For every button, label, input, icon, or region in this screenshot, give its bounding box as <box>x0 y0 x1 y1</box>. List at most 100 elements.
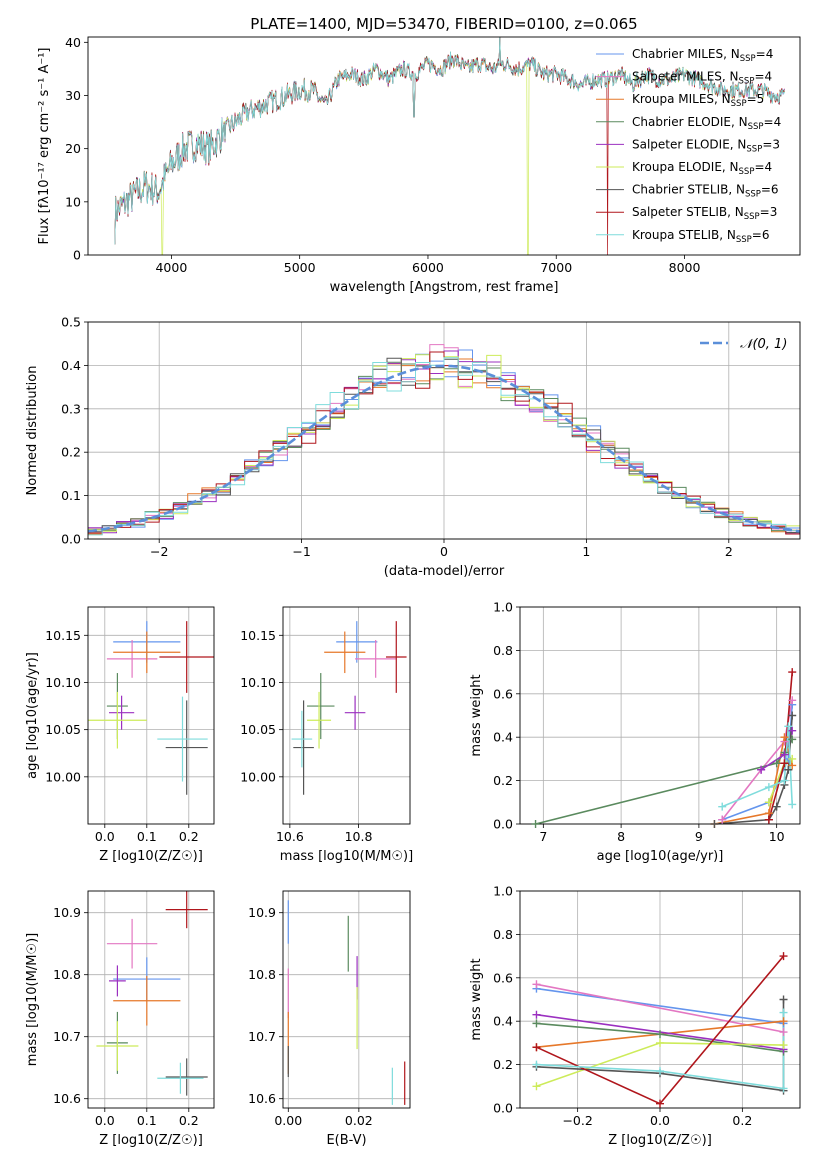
y-tick-label: 0.1 <box>61 488 81 503</box>
y-tick-label: 10 <box>65 194 81 209</box>
x-tick-label: 2 <box>725 544 733 559</box>
y-tick-label: 0.2 <box>61 445 81 460</box>
legend-subscript: SSP <box>739 167 755 177</box>
mass-weight-marker <box>788 735 797 744</box>
y-tick-label: 0.0 <box>61 532 81 547</box>
legend-subscript: SSP <box>748 122 764 132</box>
y-axis-label: mass [log10(M/M☉)] <box>25 933 40 1066</box>
legend-entry: Salpeter STELIB, NSSP=3 <box>632 205 777 222</box>
mass-weight-marker <box>532 1019 541 1028</box>
x-tick-label: 0.2 <box>179 1113 199 1128</box>
legend-entry: Kroupa ELODIE, NSSP=4 <box>632 160 772 177</box>
x-tick-label: −0.2 <box>562 1113 592 1128</box>
axes-frame <box>519 606 801 825</box>
plot-area <box>88 344 800 536</box>
legend-count: =6 <box>752 228 770 242</box>
mass-weight-marker <box>531 820 540 828</box>
legend-entry: Salpeter MILES, NSSP=4 <box>632 70 772 87</box>
y-tick-label: 10.10 <box>45 675 81 690</box>
y-tick-label: 1.0 <box>493 600 513 615</box>
y-tick-label: 0.0 <box>493 817 513 832</box>
y-tick-label: 10.00 <box>45 769 81 784</box>
mass-weight-marker <box>788 754 797 763</box>
mass-weight-marker <box>784 722 793 731</box>
mass-weight-marker <box>788 668 797 677</box>
legend-count: =5 <box>747 92 765 106</box>
mass-weight-marker <box>656 1038 664 1047</box>
x-tick-label: 0.1 <box>137 1113 157 1128</box>
age-vs-metallicity-panel: 0.0 0.1 0.2 10.00 10.05 10.10 10.15 Z [log10(Z/… <box>25 606 215 864</box>
x-tick-label: 5000 <box>284 260 316 275</box>
x-tick-label: 7 <box>539 829 547 844</box>
mass-weight-marker <box>779 1041 788 1050</box>
normal-reference-curve <box>88 364 800 533</box>
x-tick-label: 0.02 <box>345 1113 373 1128</box>
mass-weight-series <box>535 738 793 824</box>
legend-count: =3 <box>762 137 780 151</box>
x-tick-label: 8 <box>617 829 625 844</box>
x-tick-label: 9 <box>695 829 703 844</box>
x-tick-label: 0.0 <box>95 829 115 844</box>
y-tick-label: 0 <box>73 248 81 263</box>
mass-weight-marker <box>710 820 719 828</box>
y-axis-label: mass weight <box>469 958 484 1040</box>
y-tick-label: 0.0 <box>493 1101 513 1116</box>
mass-weight-marker <box>718 815 727 824</box>
y-tick-label: 10.05 <box>45 722 81 737</box>
mass-weight-marker <box>784 765 793 774</box>
mass-weight-marker <box>779 1017 788 1026</box>
x-axis-label: wavelength [Angstrom, rest frame] <box>330 280 559 295</box>
mass-weight-marker <box>779 1008 788 1017</box>
x-tick-label: 1 <box>582 544 590 559</box>
legend-subscript: SSP <box>740 54 756 64</box>
y-tick-label: 10.9 <box>248 905 276 920</box>
legend-subscript: SSP <box>746 144 762 154</box>
x-tick-label: 0.0 <box>95 1113 115 1128</box>
y-tick-label: 0.2 <box>493 773 513 788</box>
x-tick-label: 6000 <box>412 260 444 275</box>
y-tick-label: 10.7 <box>53 1029 81 1044</box>
legend-subscript: SSP <box>731 99 747 109</box>
mass-weight-marker <box>780 759 789 768</box>
legend-subscript: SSP <box>739 77 755 87</box>
plot-area <box>287 900 406 1105</box>
axes-frame <box>87 606 215 825</box>
plot-area <box>96 891 208 1096</box>
mass-weight-series <box>536 987 784 1025</box>
y-tick-label: 10.8 <box>248 967 276 982</box>
mass-weight-marker <box>788 711 797 720</box>
mass-weight-series <box>536 983 784 1033</box>
x-axis-label: Z [log10(Z/Z☉)] <box>99 849 203 864</box>
y-tick-label: 0.3 <box>61 401 81 416</box>
x-tick-label: 4000 <box>155 260 187 275</box>
x-tick-label: 7000 <box>540 260 572 275</box>
y-tick-label: 0.2 <box>493 1057 513 1072</box>
y-tick-label: 10.15 <box>240 628 276 643</box>
y-tick-label: 0.5 <box>61 315 81 330</box>
y-tick-label: 10.6 <box>248 1091 276 1106</box>
legend-entry: Chabrier MILES, NSSP=4 <box>632 47 773 64</box>
legend-count: =4 <box>754 160 772 174</box>
x-tick-label: 0 <box>440 544 448 559</box>
mass-weight-marker <box>532 980 541 989</box>
y-axis-label: Flux [fλ10⁻¹⁷ erg cm⁻² s⁻¹ A⁻¹] <box>37 48 52 245</box>
x-tick-label: 10 <box>769 829 785 844</box>
figure-title: PLATE=1400, MJD=53470, FIBERID=0100, z=0… <box>250 15 637 33</box>
x-tick-label: 0.0 <box>650 1113 670 1128</box>
plot-area <box>88 621 214 795</box>
y-tick-label: 10.8 <box>53 967 81 982</box>
legend-entry: Salpeter ELODIE, NSSP=3 <box>632 137 780 154</box>
histogram-series <box>88 357 800 535</box>
y-tick-label: 20 <box>65 141 81 156</box>
mass-weight-marker <box>780 776 789 785</box>
y-tick-label: 40 <box>65 35 81 50</box>
x-tick-label: −2 <box>150 544 168 559</box>
legend-subscript: SSP <box>736 235 752 245</box>
y-tick-label: 10.05 <box>240 722 276 737</box>
spectrum-model-line <box>114 37 785 255</box>
legend-count: =4 <box>756 47 774 61</box>
x-axis-label: (data-model)/error <box>384 564 505 579</box>
y-tick-label: 1.0 <box>493 884 513 899</box>
y-tick-label: 10.7 <box>248 1029 276 1044</box>
mass-vs-extinction-panel: 0.00 0.02 10.6 10.7 10.8 10.9 E(B-V) <box>248 890 411 1148</box>
